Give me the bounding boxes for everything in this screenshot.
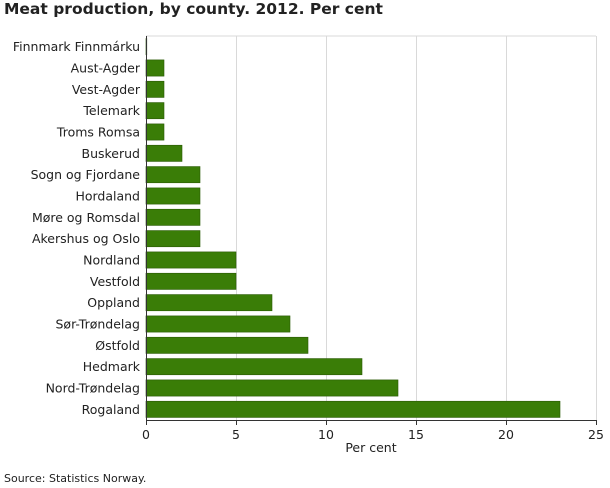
category-label: Sogn og Fjordane	[31, 167, 141, 182]
bar	[145, 102, 165, 120]
category-label: Buskerud	[82, 146, 141, 161]
bars	[145, 38, 561, 418]
category-label: Nordland	[83, 253, 140, 268]
category-label: Troms Romsa	[56, 125, 140, 140]
gridlines	[146, 35, 597, 420]
bar	[145, 59, 165, 77]
category-label: Akershus og Oslo	[32, 231, 140, 246]
bar	[145, 166, 201, 184]
category-labels: Finnmark Finnmárku Aust-Agder Vest-Agder Te…	[13, 39, 141, 417]
bar	[145, 379, 399, 397]
bar	[145, 272, 237, 290]
x-tick-label: 0	[142, 427, 150, 442]
bar	[145, 208, 201, 226]
bar	[145, 336, 309, 354]
category-label: Vest-Agder	[72, 82, 141, 97]
x-axis: 0 5 10 15 20 25 Per cent	[142, 36, 604, 455]
category-label: Rogaland	[82, 402, 140, 417]
x-tick-label: 25	[588, 427, 604, 442]
category-label: Sør-Trøndelag	[56, 317, 141, 332]
bar	[145, 294, 273, 312]
bar	[145, 251, 237, 269]
bar	[145, 230, 201, 248]
bar-chart: Finnmark Finnmárku Aust-Agder Vest-Agder Te…	[13, 35, 604, 455]
bar	[145, 315, 291, 333]
category-label: Østfold	[95, 338, 140, 353]
bar	[145, 187, 201, 205]
bar	[145, 123, 165, 141]
category-label: Vestfold	[90, 274, 140, 289]
bar	[145, 80, 165, 98]
category-label: Finnmark Finnmárku	[13, 39, 140, 54]
bar	[145, 144, 183, 162]
x-tick-label: 10	[318, 427, 334, 442]
category-label: Hedmark	[83, 359, 141, 374]
category-label: Nord-Trøndelag	[46, 381, 140, 396]
source-note: Source: Statistics Norway.	[4, 472, 147, 485]
bar	[145, 400, 561, 418]
x-axis-title: Per cent	[345, 440, 396, 455]
bar	[145, 358, 363, 376]
chart-title: Meat production, by county. 2012. Per ce…	[4, 0, 383, 18]
category-label: Oppland	[87, 295, 140, 310]
category-label: Aust-Agder	[71, 61, 141, 76]
x-tick-label: 15	[408, 427, 424, 442]
x-tick-label: 20	[498, 427, 514, 442]
x-tick-label: 5	[232, 427, 240, 442]
category-label: Møre og Romsdal	[32, 210, 140, 225]
category-label: Hordaland	[75, 189, 140, 204]
category-label: Telemark	[82, 103, 140, 118]
